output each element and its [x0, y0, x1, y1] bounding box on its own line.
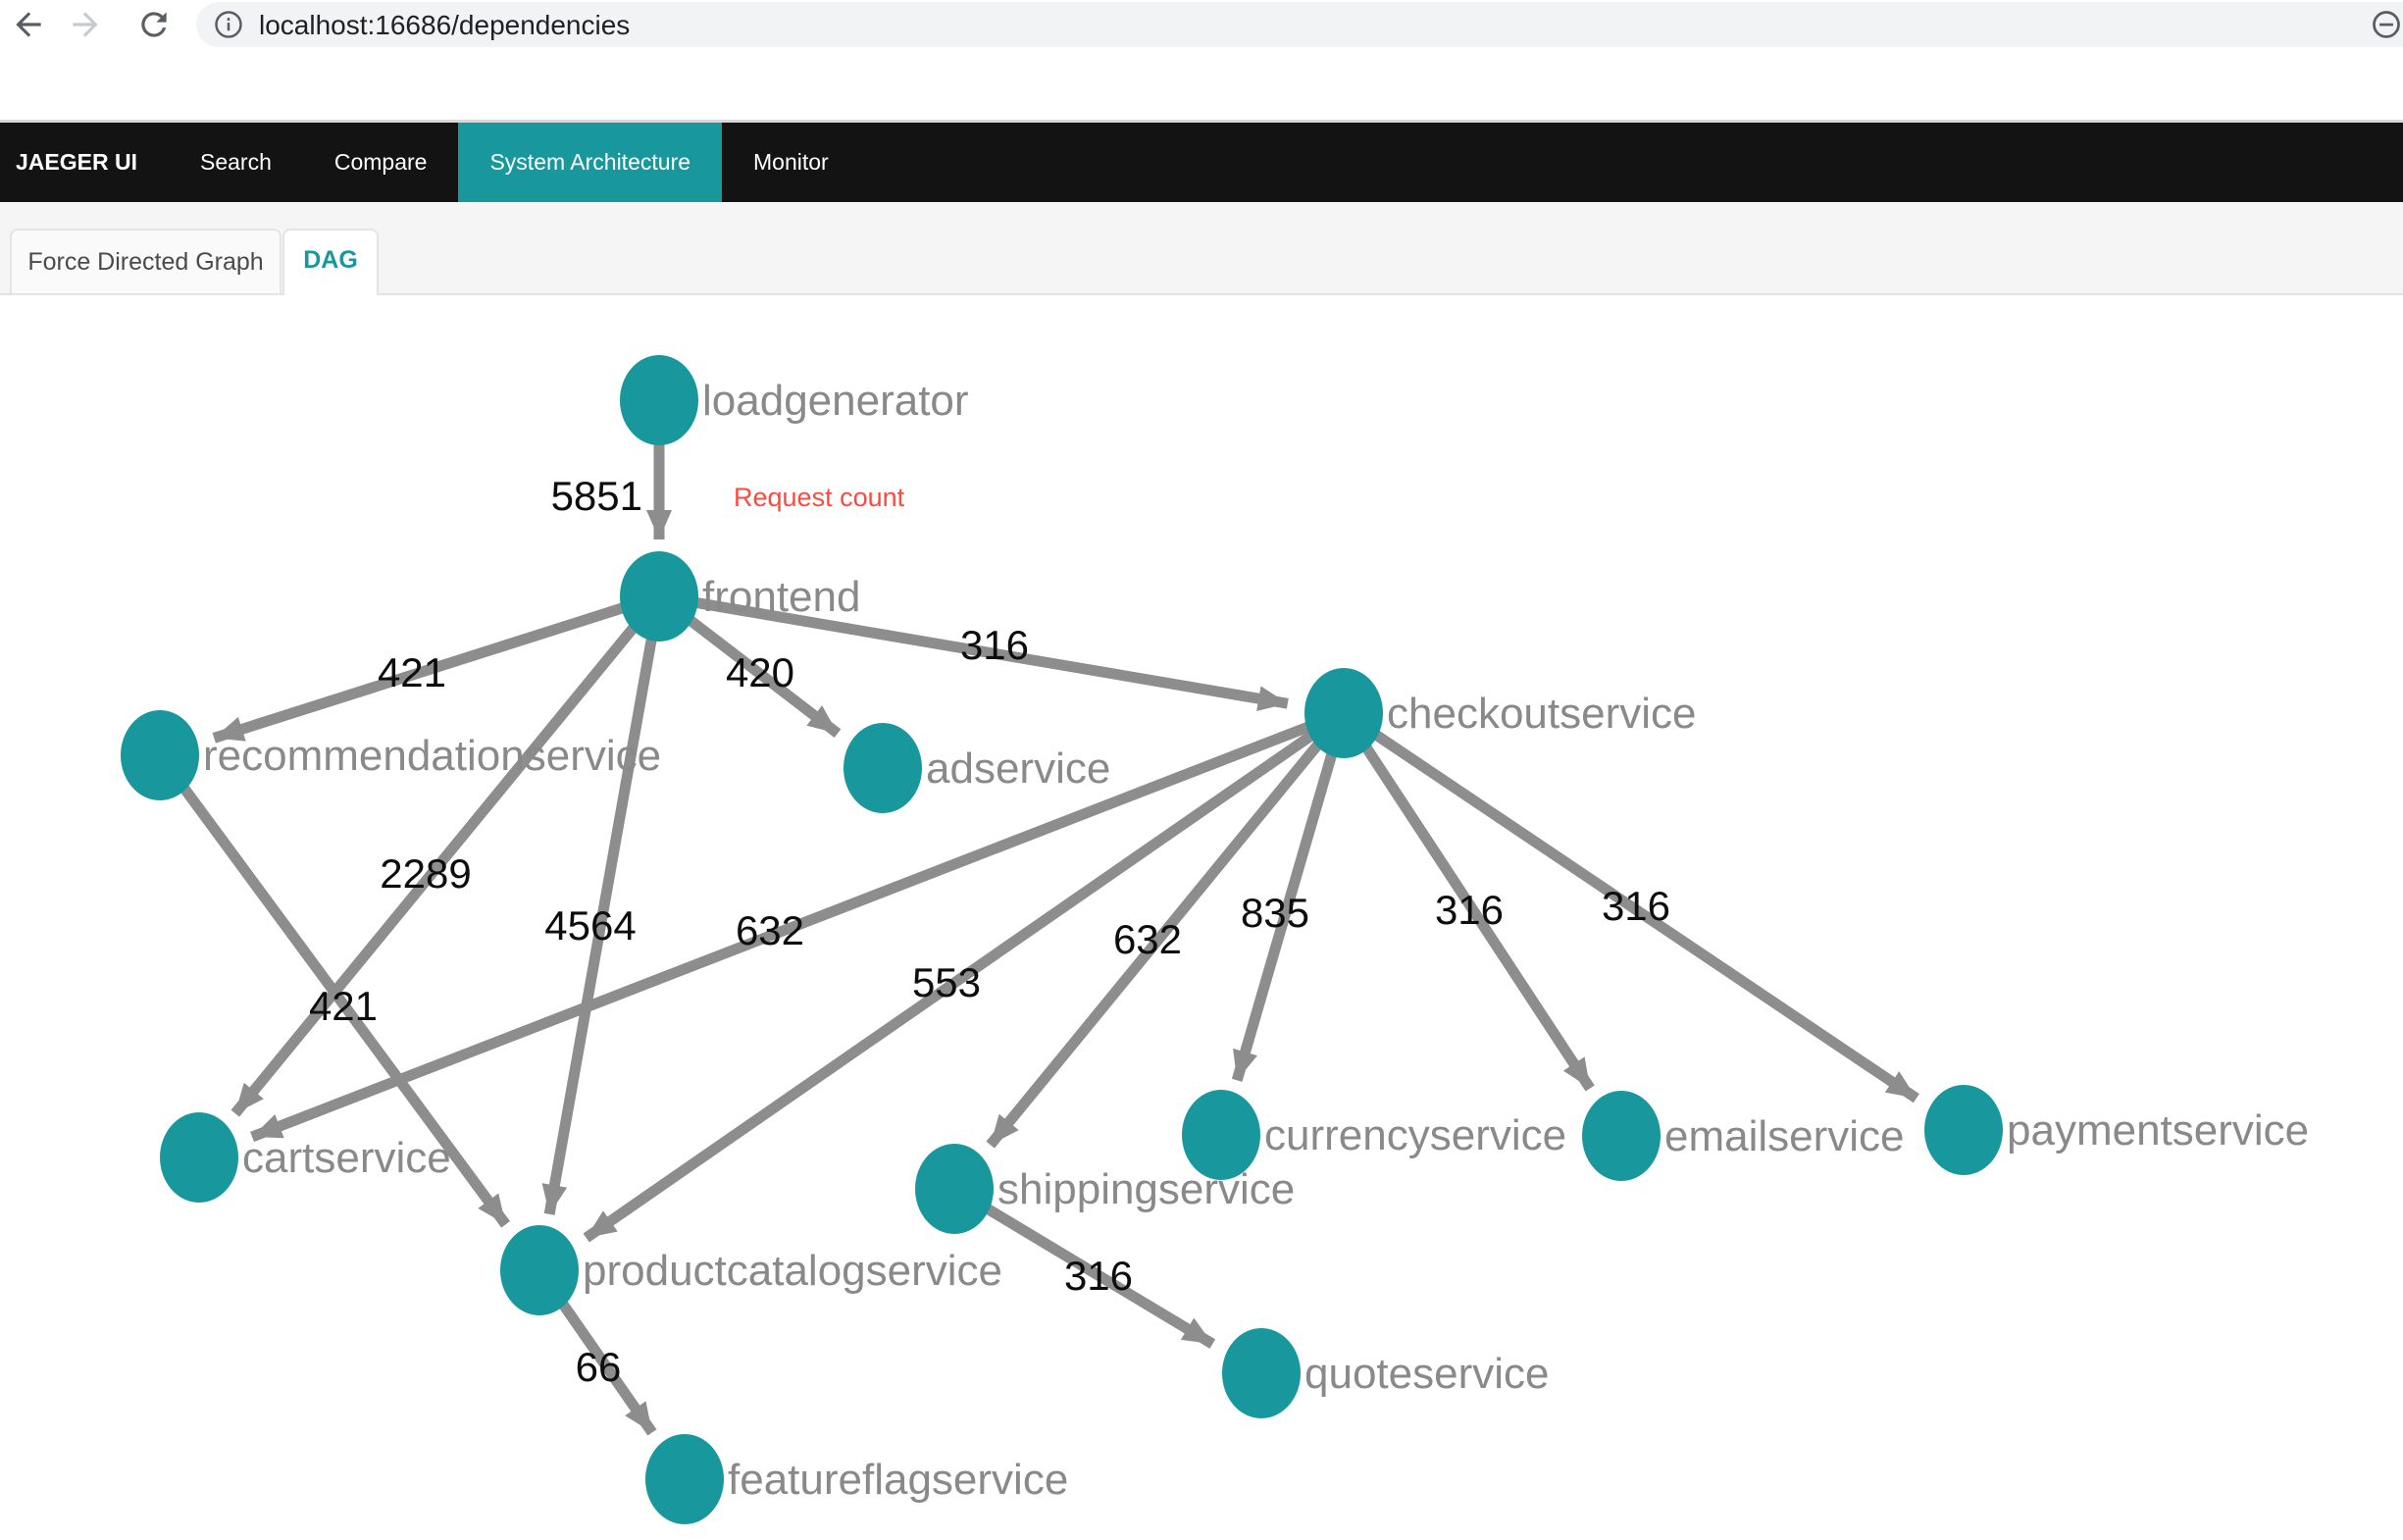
graph-node-loadgenerator: [620, 355, 698, 445]
blocked-content-icon[interactable]: [2372, 10, 2401, 44]
jaeger-navbar: JAEGER UI Search Compare System Architectu…: [0, 123, 2403, 202]
graph-node-shippingservice: [915, 1144, 994, 1234]
edge-count-label-frontend-adservice: 420: [726, 649, 794, 695]
edge-count-label-productcatalogservice-featureflagservice: 66: [576, 1344, 622, 1390]
graph-edge-checkoutservice-currencyservice: [1231, 711, 1350, 1082]
graph-node-productcatalogservice: [500, 1225, 579, 1315]
graph-node-label-productcatalogservice: productcatalogservice: [583, 1247, 1002, 1295]
graph-node-currencyservice: [1182, 1090, 1260, 1180]
graph-edge-checkoutservice-productcatalogservice: [583, 708, 1348, 1243]
dependency-dag-svg: loadgenerator frontend recommendationservi…: [121, 355, 2309, 1524]
edge-count-label-checkoutservice-productcatalogservice: 553: [912, 959, 981, 1005]
nav-item-compare[interactable]: Compare: [333, 149, 428, 175]
graph-node-label-checkoutservice: checkoutservice: [1387, 690, 1696, 738]
graph-node-cartservice: [160, 1112, 238, 1203]
graph-edge-checkoutservice-paymentservice: [1340, 708, 1919, 1104]
nav-item-search[interactable]: Search: [199, 149, 272, 175]
graph-edge-recommendationservice-productcatalogservice: [155, 751, 511, 1228]
tab-force-directed-graph[interactable]: Force Directed Graph: [10, 229, 281, 295]
address-bar[interactable]: localhost:16686/dependencies: [196, 2, 2403, 47]
graph-node-frontend: [620, 551, 698, 642]
view-tabstrip: Force Directed Graph DAG: [0, 202, 2403, 301]
edge-count-label-checkoutservice-emailservice: 316: [1435, 887, 1504, 933]
nav-item-system-architecture[interactable]: System Architecture: [458, 123, 722, 202]
graph-edge-frontend-recommendationservice: [212, 590, 661, 744]
graph-node-label-recommendationservice: recommendationservice: [203, 732, 661, 780]
edge-count-label-shippingservice-quoteservice: 316: [1064, 1253, 1133, 1299]
url-text[interactable]: localhost:16686/dependencies: [259, 10, 631, 40]
window-divider: [0, 120, 2403, 123]
edge-count-label-frontend-cartservice: 2289: [380, 850, 471, 897]
nav-item-monitor[interactable]: Monitor: [753, 149, 829, 175]
graph-edge-frontend-productcatalogservice: [541, 595, 665, 1215]
graph-node-label-featureflagservice: featureflagservice: [728, 1456, 1068, 1504]
jaeger-brand: JAEGER UI: [16, 149, 137, 175]
tab-dag[interactable]: DAG: [282, 229, 379, 301]
graph-node-checkoutservice: [1304, 668, 1383, 758]
graph-node-label-emailservice: emailservice: [1664, 1112, 1905, 1160]
graph-edge-frontend-checkoutservice: [658, 590, 1289, 712]
edge-count-label-loadgenerator-frontend: 5851: [551, 473, 642, 519]
graph-node-recommendationservice: [121, 710, 199, 800]
graph-node-label-cartservice: cartservice: [242, 1134, 451, 1182]
graph-node-featureflagservice: [645, 1434, 724, 1524]
graph-node-label-shippingservice: shippingservice: [997, 1165, 1295, 1213]
graph-edge-checkoutservice-emailservice: [1339, 709, 1595, 1092]
graph-edge-checkoutservice-shippingservice: [986, 709, 1349, 1149]
edge-count-label-frontend-recommendationservice: 421: [378, 649, 446, 695]
graph-node-emailservice: [1582, 1091, 1661, 1181]
graph-node-quoteservice: [1222, 1328, 1301, 1418]
edge-count-label-checkoutservice-currencyservice: 835: [1241, 890, 1309, 936]
edge-count-label-checkoutservice-cartservice: 632: [736, 907, 804, 953]
browser-toolbar: localhost:16686/dependencies: [0, 0, 2403, 120]
graph-edge-shippingservice-quoteservice: [951, 1184, 1216, 1349]
graph-node-label-adservice: adservice: [926, 744, 1110, 793]
graph-node-adservice: [844, 723, 922, 813]
graph-node-paymentservice: [1924, 1085, 2003, 1175]
graph-node-label-paymentservice: paymentservice: [2007, 1106, 2309, 1155]
graph-node-label-frontend: frontend: [702, 573, 860, 621]
edge-count-label-checkoutservice-shippingservice: 632: [1113, 916, 1182, 962]
graph-node-label-quoteservice: quoteservice: [1304, 1350, 1549, 1398]
graph-edge-frontend-cartservice: [230, 592, 664, 1117]
graph-edge-checkoutservice-cartservice: [250, 707, 1346, 1143]
site-info-icon[interactable]: [214, 10, 243, 44]
request-count-legend: Request count: [734, 483, 905, 512]
dependency-dag-canvas[interactable]: loadgenerator frontend recommendationservi…: [0, 295, 2403, 1540]
edge-count-label-frontend-checkoutservice: 316: [960, 622, 1029, 668]
back-icon[interactable]: [4, 0, 53, 49]
graph-node-label-currencyservice: currencyservice: [1264, 1111, 1566, 1159]
forward-icon[interactable]: [61, 0, 110, 49]
reload-icon[interactable]: [129, 0, 179, 49]
edge-count-label-frontend-productcatalogservice: 4564: [544, 902, 636, 949]
edge-count-label-recommendationservice-productcatalogservice: 421: [309, 983, 378, 1029]
edge-count-label-checkoutservice-paymentservice: 316: [1602, 883, 1670, 929]
graph-node-label-loadgenerator: loadgenerator: [702, 377, 969, 425]
